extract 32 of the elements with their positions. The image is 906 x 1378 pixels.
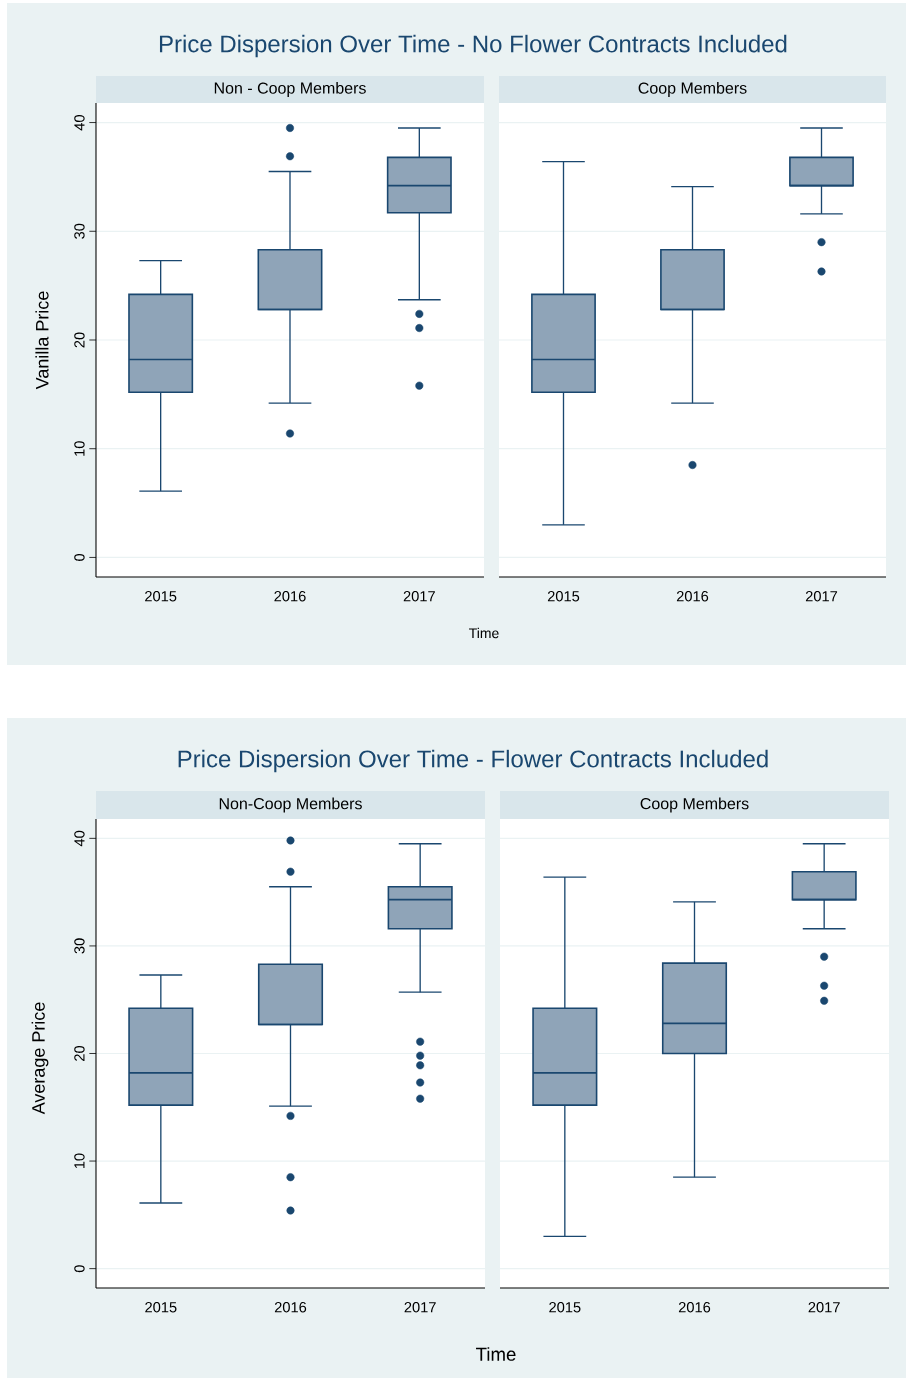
- chart-title: Price Dispersion Over Time - Flower Contracts Included: [178, 749, 768, 773]
- x-tick-label: 2015: [145, 1302, 177, 1313]
- x-tick-label: 2016: [274, 1302, 307, 1313]
- x-axis-title: Time: [476, 1347, 516, 1361]
- y-tick-label: 40: [74, 114, 85, 131]
- y-tick-label: 30: [74, 223, 85, 239]
- x-tick-label: 2017: [404, 1302, 436, 1313]
- y-tick-label: 10: [74, 441, 85, 456]
- x-tick-label: 2015: [145, 591, 177, 602]
- x-axis-title: Time: [469, 627, 499, 639]
- y-tick-label: 20: [74, 1045, 85, 1061]
- chart-subtitle: Non - Coop Members: [214, 82, 366, 97]
- y-tick-label: 40: [74, 830, 85, 847]
- x-tick-label: 2015: [549, 1302, 581, 1313]
- y-tick-label: 0: [74, 553, 85, 561]
- x-tick-label: 2016: [678, 1302, 711, 1313]
- y-tick-label: 30: [74, 938, 85, 954]
- chart-title: Price Dispersion Over Time - No Flower Contracts Included: [159, 34, 787, 58]
- y-tick-label: 0: [74, 1265, 85, 1273]
- y-tick-label: 10: [74, 1153, 85, 1169]
- x-tick-label: 2017: [403, 591, 435, 602]
- x-tick-label: 2016: [676, 591, 709, 602]
- x-tick-label: 2017: [805, 591, 838, 602]
- chart-subtitle: Coop Members: [640, 797, 749, 813]
- chart-subtitle: Coop Members: [638, 82, 747, 97]
- y-axis-title: Average Price: [31, 1002, 49, 1115]
- x-tick-label: 2017: [808, 1302, 840, 1313]
- y-tick-label: 20: [74, 332, 85, 348]
- x-tick-label: 2015: [547, 591, 580, 602]
- x-tick-label: 2016: [274, 591, 306, 602]
- y-axis-title: Vanilla Price: [35, 291, 49, 390]
- chart-subtitle: Non-Coop Members: [219, 797, 362, 813]
